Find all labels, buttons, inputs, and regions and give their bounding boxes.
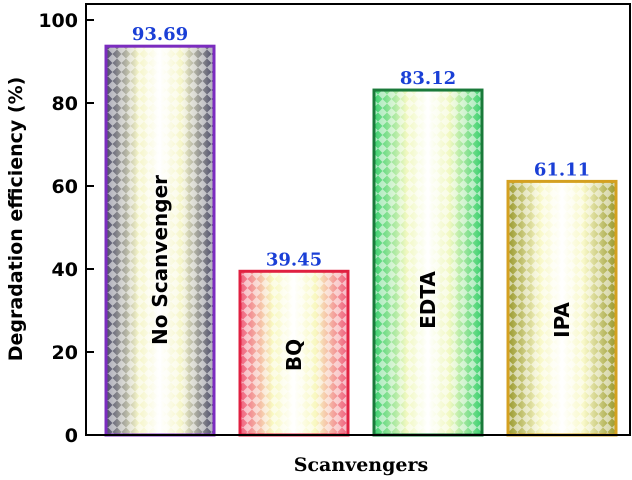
y-tick-label: 80 <box>52 93 78 115</box>
y-tick-label: 60 <box>52 176 78 198</box>
bar-2-outline <box>372 88 484 437</box>
category-label-3: IPA <box>550 302 574 338</box>
bar-1-outline <box>238 269 350 437</box>
bar-0-outline <box>104 44 216 437</box>
plot-frame <box>85 3 631 436</box>
y-tick-label: 20 <box>52 342 78 364</box>
y-tick-label: 100 <box>38 10 78 32</box>
y-axis-title: Degradation efficiency (%) <box>5 77 27 362</box>
bars-group <box>104 44 618 437</box>
y-tick-label: 0 <box>65 425 78 447</box>
category-label-2: EDTA <box>416 271 440 329</box>
category-label-0: No Scanvenger <box>148 175 172 345</box>
y-tick-label: 40 <box>52 259 78 281</box>
x-axis-title: Scanvengers <box>294 454 428 476</box>
labels-group: 93.69 No Scanvenger 39.45 BQ 83.12 EDTA 61.11 I… <box>132 24 590 371</box>
value-label-3: 61.11 <box>534 159 590 180</box>
value-label-2: 83.12 <box>400 68 456 89</box>
category-label-1: BQ <box>282 339 306 371</box>
value-label-1: 39.45 <box>266 249 322 270</box>
y-axis: 0 20 40 60 80 100 <box>38 10 94 447</box>
value-label-0: 93.69 <box>132 24 188 45</box>
